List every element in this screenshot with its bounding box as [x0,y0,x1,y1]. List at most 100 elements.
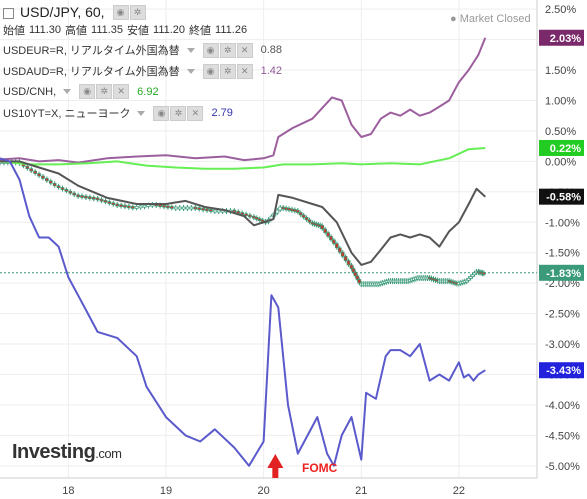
candle [236,210,241,214]
x-tick-label: 18 [62,485,74,497]
gear-icon[interactable]: ✲ [219,63,236,79]
candle [216,209,221,213]
candle [68,190,73,194]
eye-icon[interactable]: ◉ [202,42,219,58]
open-value: 111.30 [29,24,62,36]
y-tick-label: -4.50% [545,430,580,442]
legend-item-usdeur[interactable]: USDEUR=R, リアルタイム外国為替 ◉ ✲ ✕ 0.88 [3,42,282,58]
gear-icon[interactable]: ✲ [170,105,187,121]
end-value-label: -0.58% [546,192,581,204]
candle [323,228,327,233]
high-value: 111.35 [91,24,124,36]
candle [91,196,96,200]
candle [346,260,351,266]
candle [103,199,108,203]
legend-value: 6.92 [137,85,159,98]
logo-suffix: .com [95,446,122,461]
end-value-label: 0.22% [550,143,581,155]
candle [48,180,53,184]
legend-item-usdcnh[interactable]: USD/CNH, ◉ ✲ ✕ 6.92 [3,84,159,99]
end-value-label: -3.43% [546,365,581,377]
candle [107,201,112,204]
candle [134,206,139,209]
candle [185,206,190,210]
chart-title-row: USD/JPY, 60, ◉ ✲ [3,4,146,20]
candle [275,209,280,214]
candle [353,271,358,277]
chevron-down-icon[interactable] [186,68,195,74]
end-value-badge [539,264,584,281]
legend-controls: ◉ ✲ ✕ [202,63,253,79]
end-value-badge [539,362,584,379]
eye-icon[interactable]: ◉ [153,105,170,121]
end-value-badge [539,139,584,156]
candle [52,182,57,187]
legend-label: USDAUD=R, リアルタイム外国為替 [3,66,180,78]
candle [290,208,294,212]
legend-controls: ◉ ✲ ✕ [79,84,130,99]
candle [119,204,123,207]
close-icon[interactable]: ✕ [113,84,130,99]
candle [340,251,345,257]
candle [252,215,256,219]
collapse-icon[interactable] [3,7,14,19]
chevron-down-icon[interactable] [63,89,72,94]
legend-label: US10YT=X, ニューヨーク [3,108,131,120]
gear-icon[interactable]: ✲ [219,42,236,58]
candle [201,207,205,211]
legend-item-usdaud[interactable]: USDAUD=R, リアルタイム外国為替 ◉ ✲ ✕ 1.42 [3,63,282,79]
candle [287,207,291,211]
legend-label: USD/CNH, [3,85,57,98]
candle [45,178,49,182]
y-tick-label: 0.50% [545,126,576,138]
legend-label: USDEUR=R, リアルタイム外国為替 [3,45,180,57]
chevron-down-icon[interactable] [186,47,195,53]
candle [351,268,356,273]
open-label: 始値 [3,25,25,37]
close-icon[interactable]: ✕ [236,42,253,58]
close-label: 終値 [189,25,212,37]
candle [87,196,92,200]
legend-item-us10y[interactable]: US10YT=X, ニューヨーク ◉ ✲ ✕ 2.79 [3,105,233,121]
investing-logo: Investing.com [12,441,122,464]
candle [209,209,213,212]
eye-icon[interactable]: ◉ [112,4,129,20]
series-line-us10yt-x [0,157,486,467]
candle [232,209,237,213]
legend-controls: ◉ ✲ ✕ [202,42,253,58]
fomc-label: FOMC [302,461,338,475]
legend-value: 2.79 [211,107,233,119]
candle [254,217,259,220]
close-icon[interactable]: ✕ [187,105,204,121]
candle [80,195,84,198]
candle [173,206,178,210]
candle [295,209,300,213]
y-tick-label: -1.00% [545,217,580,229]
candle [357,279,362,284]
candle [482,272,486,275]
eye-icon[interactable]: ◉ [79,84,96,99]
candle [177,206,182,210]
chart-title: USD/JPY, 60, [20,4,105,20]
gear-icon[interactable]: ✲ [96,84,113,99]
y-tick-label: -3.00% [545,339,580,351]
low-label: 安値 [127,25,150,37]
logo-text: Investing [12,441,96,463]
chevron-down-icon[interactable] [137,110,146,116]
end-value-label: -1.83% [546,268,581,280]
candle [64,189,69,192]
x-tick-label: 20 [257,485,269,497]
close-icon[interactable]: ✕ [236,63,253,79]
gear-icon[interactable]: ✲ [129,4,146,20]
legend-controls: ◉ ✲ ✕ [153,105,204,121]
y-tick-label: 1.00% [545,95,576,107]
high-label: 高値 [65,25,88,37]
candle [29,168,34,172]
series-line-usdaud-r [0,37,487,164]
eye-icon[interactable]: ◉ [202,63,219,79]
candle [320,224,325,230]
candle [115,203,120,207]
candle [95,197,100,201]
candle [298,212,303,216]
